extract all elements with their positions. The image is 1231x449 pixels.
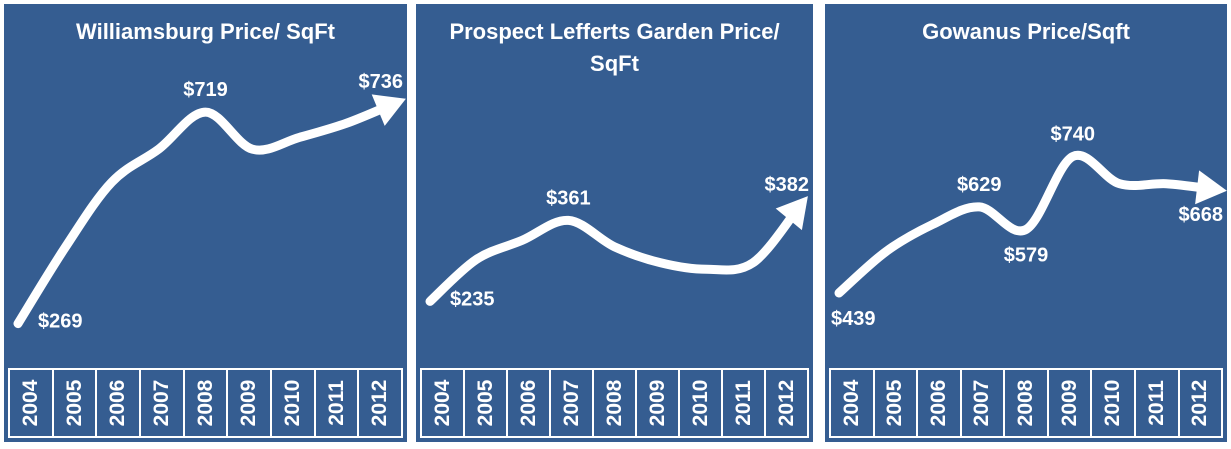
series-line xyxy=(425,202,804,306)
x-tick-cell: 2004 xyxy=(10,370,54,436)
data-label-2004: $439 xyxy=(831,308,876,330)
chart-title: Williamsburg Price/ SqFt xyxy=(76,19,335,44)
chart-title: Prospect Lefferts Garden Price/ SqFt xyxy=(449,19,780,76)
chart-plot: $269 $719 $736 xyxy=(13,71,406,333)
chart-title: Gowanus Price/Sqft xyxy=(922,19,1130,44)
x-tick-cell: 2008 xyxy=(594,370,637,436)
x-tick-label: 2012 xyxy=(774,379,798,427)
x-tick-label: 2011 xyxy=(1144,380,1168,426)
x-tick-cell: 2010 xyxy=(680,370,723,436)
x-tick-label: 2007 xyxy=(970,379,994,427)
x-tick-label: 2010 xyxy=(1101,379,1125,427)
x-tick-label: 2009 xyxy=(645,379,669,427)
data-label-2012: $736 xyxy=(359,71,404,93)
x-tick-cell: 2009 xyxy=(1049,370,1093,436)
chart-plot: $439 $629 $579 $740 $668 xyxy=(831,124,1227,330)
x-tick-label: 2008 xyxy=(602,379,626,427)
x-tick-label: 2006 xyxy=(926,379,950,427)
x-tick-cell: 2009 xyxy=(228,370,273,436)
x-tick-label: 2011 xyxy=(731,380,755,426)
x-tick-cell: 2006 xyxy=(918,370,962,436)
x-tick-label: 2009 xyxy=(1057,379,1081,427)
x-tick-cell: 2008 xyxy=(185,370,229,436)
data-label-2007: $629 xyxy=(957,174,1002,196)
x-tick-label: 2004 xyxy=(430,379,454,427)
x-tick-cell: 2005 xyxy=(875,370,919,436)
x-tick-cell: 2005 xyxy=(465,370,508,436)
x-tick-cell: 2009 xyxy=(637,370,680,436)
x-tick-cell: 2010 xyxy=(1092,370,1136,436)
series-line xyxy=(834,150,1218,298)
x-tick-cell: 2008 xyxy=(1005,370,1049,436)
x-tick-label: 2006 xyxy=(106,379,130,427)
x-tick-cell: 2006 xyxy=(97,370,142,436)
x-axis: 2004 2005 2006 2007 2008 2009 2010 2011 2012 xyxy=(420,368,809,438)
data-label-2007: $361 xyxy=(546,187,591,209)
x-tick-cell: 2006 xyxy=(508,370,551,436)
x-tick-label: 2011 xyxy=(324,380,348,426)
data-label-2009: $740 xyxy=(1051,124,1096,146)
data-label-2004: $235 xyxy=(450,288,495,310)
data-label-2008: $579 xyxy=(1004,245,1049,267)
x-tick-cell: 2012 xyxy=(1180,370,1222,436)
x-tick-label: 2009 xyxy=(237,379,261,427)
chart-panel-gowanus: Gowanus Price/Sqft $439 $629 $579 $740 $668 … xyxy=(825,4,1227,442)
x-tick-cell: 2007 xyxy=(141,370,185,436)
x-tick-label: 2010 xyxy=(280,379,304,427)
x-tick-cell: 2012 xyxy=(766,370,807,436)
x-tick-cell: 2010 xyxy=(272,370,316,436)
series-line xyxy=(13,99,398,329)
chart-panel-williamsburg: Williamsburg Price/ SqFt $269 $719 $736 20… xyxy=(4,4,407,442)
data-label-2012: $382 xyxy=(765,174,810,196)
x-axis: 2004 2005 2006 2007 2008 2009 2010 2011 2012 xyxy=(8,368,403,438)
x-tick-label: 2005 xyxy=(62,379,86,427)
x-tick-label: 2008 xyxy=(1014,379,1038,427)
x-tick-cell: 2011 xyxy=(316,370,360,436)
data-label-2012: $668 xyxy=(1179,204,1224,226)
x-tick-cell: 2004 xyxy=(831,370,875,436)
x-tick-label: 2004 xyxy=(839,379,863,427)
x-tick-cell: 2011 xyxy=(723,370,766,436)
x-tick-label: 2004 xyxy=(18,379,42,427)
x-tick-label: 2006 xyxy=(516,379,540,427)
x-tick-label: 2012 xyxy=(1188,379,1212,427)
chart-plot: $235 $361 $382 xyxy=(425,174,810,310)
x-tick-label: 2005 xyxy=(883,379,907,427)
data-label-2008: $719 xyxy=(183,79,228,101)
x-tick-label: 2007 xyxy=(559,379,583,427)
x-tick-label: 2007 xyxy=(149,379,173,427)
x-tick-cell: 2005 xyxy=(54,370,98,436)
x-tick-cell: 2007 xyxy=(962,370,1006,436)
x-tick-cell: 2007 xyxy=(551,370,594,436)
x-tick-label: 2005 xyxy=(473,379,497,427)
x-tick-cell: 2004 xyxy=(422,370,465,436)
arrowhead xyxy=(371,94,406,126)
arrowhead xyxy=(775,196,808,231)
data-label-2004: $269 xyxy=(38,311,83,333)
x-tick-cell: 2011 xyxy=(1136,370,1180,436)
x-axis: 2004 2005 2006 2007 2008 2009 2010 2011 2012 xyxy=(829,368,1223,438)
x-tick-label: 2010 xyxy=(688,379,712,427)
x-tick-label: 2012 xyxy=(368,379,392,427)
chart-panel-prospect-lefferts-garden: Prospect Lefferts Garden Price/ SqFt $23… xyxy=(416,4,813,442)
x-tick-label: 2008 xyxy=(193,379,217,427)
x-tick-cell: 2012 xyxy=(359,370,401,436)
arrowhead xyxy=(1195,170,1227,205)
